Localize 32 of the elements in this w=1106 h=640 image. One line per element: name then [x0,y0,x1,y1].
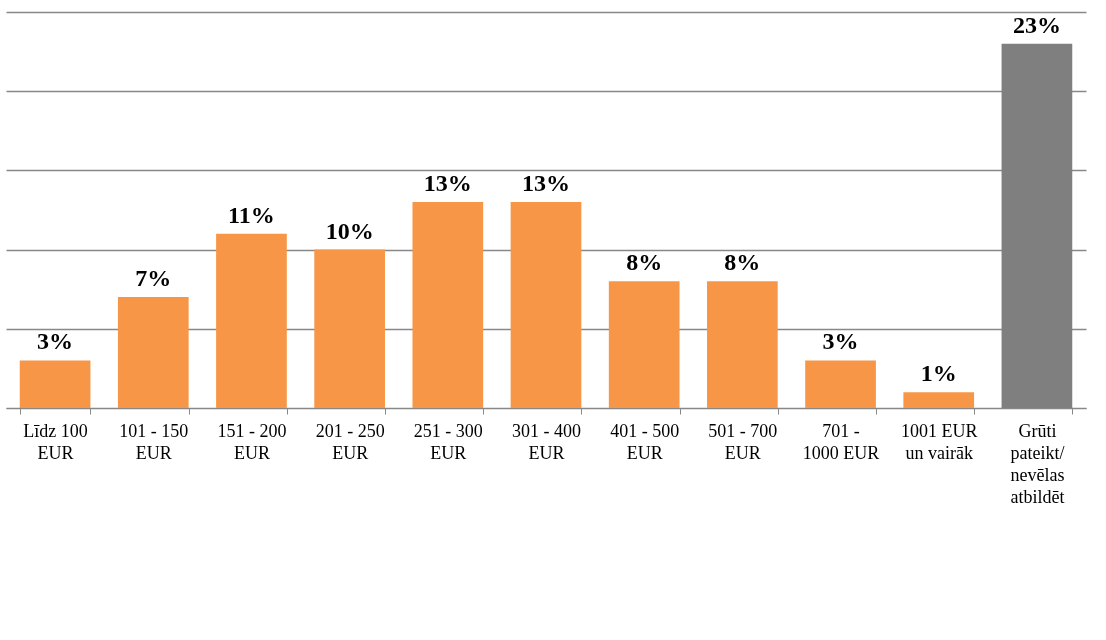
data-label: 10% [325,217,374,244]
data-label: 23% [1012,11,1061,38]
x-tick-label: 401 - 500 EUR [610,420,680,463]
bar [608,281,680,408]
bar [19,360,91,408]
data-label: 3% [37,328,74,355]
data-label: 11% [228,201,275,228]
bar [216,233,287,408]
data-label: 1% [920,360,957,387]
x-tick-label: 151 - 200 EUR [217,420,287,463]
data-label: 3% [822,328,859,355]
x-tick-label: 701 - 1000 EUR [802,420,880,463]
x-tick-label: 501 - 700 EUR [708,420,778,463]
data-label: 13% [423,170,472,197]
x-tick-label: 101 - 150 EUR [119,420,189,463]
data-label: 13% [522,170,570,197]
bar [805,360,876,408]
x-tick-label: 251 - 300 EUR [413,420,483,463]
x-tick-label: Līdz 100 EUR [23,420,88,463]
x-tick-label: 1001 EUR un vairāk [900,420,978,463]
bar [510,202,582,408]
x-tick-label: Grūti pateikt/ nevēlas atbildēt [1010,420,1065,507]
bar [314,249,385,408]
bar [903,392,975,408]
x-tick-label: 201 - 250 EUR [315,420,385,463]
bar [412,202,484,408]
data-label: 8% [626,249,663,276]
bar [707,281,778,408]
x-tick-label: 301 - 400 EUR [512,420,581,463]
data-label: 7% [135,265,172,292]
data-label: 8% [724,249,761,276]
bar [117,297,189,408]
